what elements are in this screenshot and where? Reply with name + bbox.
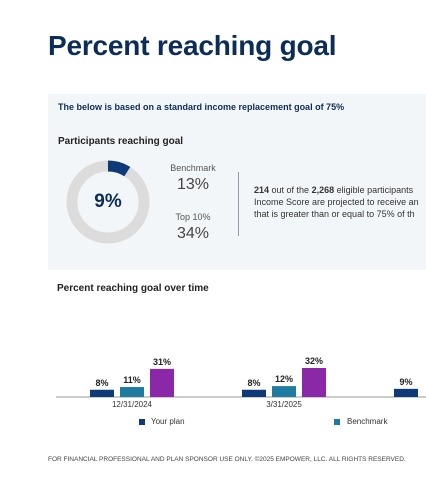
bar-value-label: 8%	[95, 378, 108, 388]
bar-value-label: 31%	[153, 357, 171, 367]
panel-subtitle: The below is based on a standard income …	[58, 102, 345, 112]
your-plan-percent: 9%	[94, 191, 122, 212]
eligible-total: 2,268	[311, 185, 335, 195]
x-tick-label: 3/31/2025	[266, 400, 302, 409]
goal-description: 214 out of the 2,268 eligible participan…	[254, 184, 426, 220]
donut-progress-arc	[107, 160, 131, 177]
legend-label-your-plan: Your plan	[151, 417, 185, 426]
bar-value-label: 11%	[123, 375, 141, 385]
description-line-2: Income Score are projected to receive an	[254, 197, 419, 207]
bar-top-10--1	[302, 368, 326, 397]
bar-value-label: 12%	[275, 374, 293, 384]
benchmark-value: 13%	[176, 176, 210, 193]
bar-your-plan-1	[242, 389, 266, 397]
description-line-3: that is greater than or equal to 75% of …	[254, 209, 415, 219]
footer-disclaimer: FOR FINANCIAL PROFESSIONAL AND PLAN SPON…	[48, 456, 406, 463]
bar-value-label: 8%	[247, 378, 260, 388]
bar-your-plan-2	[394, 388, 418, 397]
goal-donut-chart	[66, 160, 150, 244]
eligible-count: 214	[254, 185, 270, 195]
description-mid: out of the	[269, 185, 312, 195]
divider	[238, 172, 239, 236]
top-10-value: 34%	[176, 225, 210, 242]
chart-title: Percent reaching goal over time	[57, 283, 209, 294]
top-10-label: Top 10%	[175, 212, 211, 222]
legend-swatch-your-plan	[139, 419, 145, 425]
description-line-1: 214 out of the 2,268 eligible participan…	[254, 184, 426, 196]
legend-swatch-benchmark	[334, 419, 340, 425]
bar-your-plan-0	[90, 389, 114, 397]
summary-panel: The below is based on a standard income …	[48, 94, 426, 270]
page-title: Percent reaching goal	[48, 30, 337, 61]
bar-benchmark-0	[120, 387, 144, 397]
legend-label-benchmark: Benchmark	[347, 417, 388, 426]
donut-value: 9%	[66, 160, 150, 244]
bar-value-label: 9%	[399, 377, 412, 387]
x-tick-label: 12/31/2024	[112, 400, 153, 409]
bar-value-label: 32%	[305, 356, 323, 366]
bar-top-10--0	[150, 368, 174, 397]
benchmark-label: Benchmark	[170, 163, 216, 173]
description-end: eligible participants	[334, 185, 414, 195]
participants-heading: Participants reaching goal	[58, 136, 184, 147]
bar-benchmark-1	[272, 386, 296, 397]
